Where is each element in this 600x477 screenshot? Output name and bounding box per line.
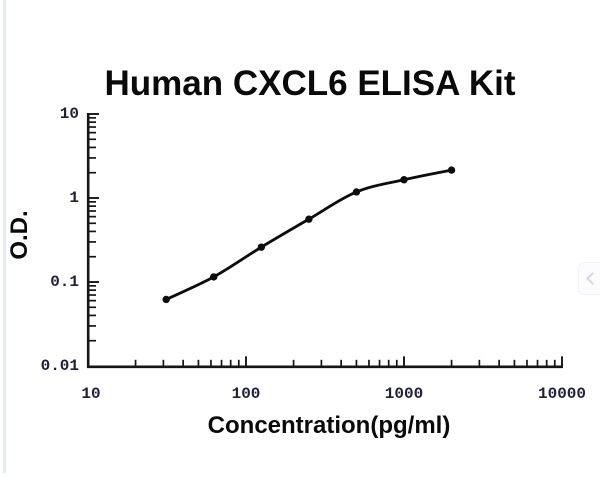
data-point-marker <box>257 243 266 251</box>
left-edge-strip <box>3 0 6 473</box>
x-tick-label-1000: 1000 <box>384 385 424 403</box>
axes-frame <box>86 113 563 369</box>
x-axis-label: Concentration(pg/ml) <box>207 412 451 439</box>
data-point-marker <box>210 273 218 281</box>
x-tick-label-10: 10 <box>81 385 101 403</box>
data-point-marker <box>305 215 313 223</box>
standard-curve-line <box>164 168 453 301</box>
y-tick-label-1: 1 <box>69 189 79 207</box>
y-tick-label-0.1: 0.1 <box>50 273 79 291</box>
data-point-marker <box>162 295 170 304</box>
y-tick-label-0.01: 0.01 <box>40 357 79 375</box>
data-point-marker <box>352 188 361 196</box>
carousel-prev-button[interactable] <box>578 262 600 295</box>
y-tick-label-10: 10 <box>59 105 79 123</box>
chevron-left-icon <box>586 272 599 285</box>
data-point-marker <box>400 176 408 184</box>
x-tick-label-10000: 10000 <box>537 385 587 403</box>
y-axis-label: O.D. <box>6 210 33 260</box>
x-tick-label-100: 100 <box>231 385 261 403</box>
chart-title: Human CXCL6 ELISA Kit <box>104 64 516 103</box>
data-point-marker <box>447 166 456 174</box>
